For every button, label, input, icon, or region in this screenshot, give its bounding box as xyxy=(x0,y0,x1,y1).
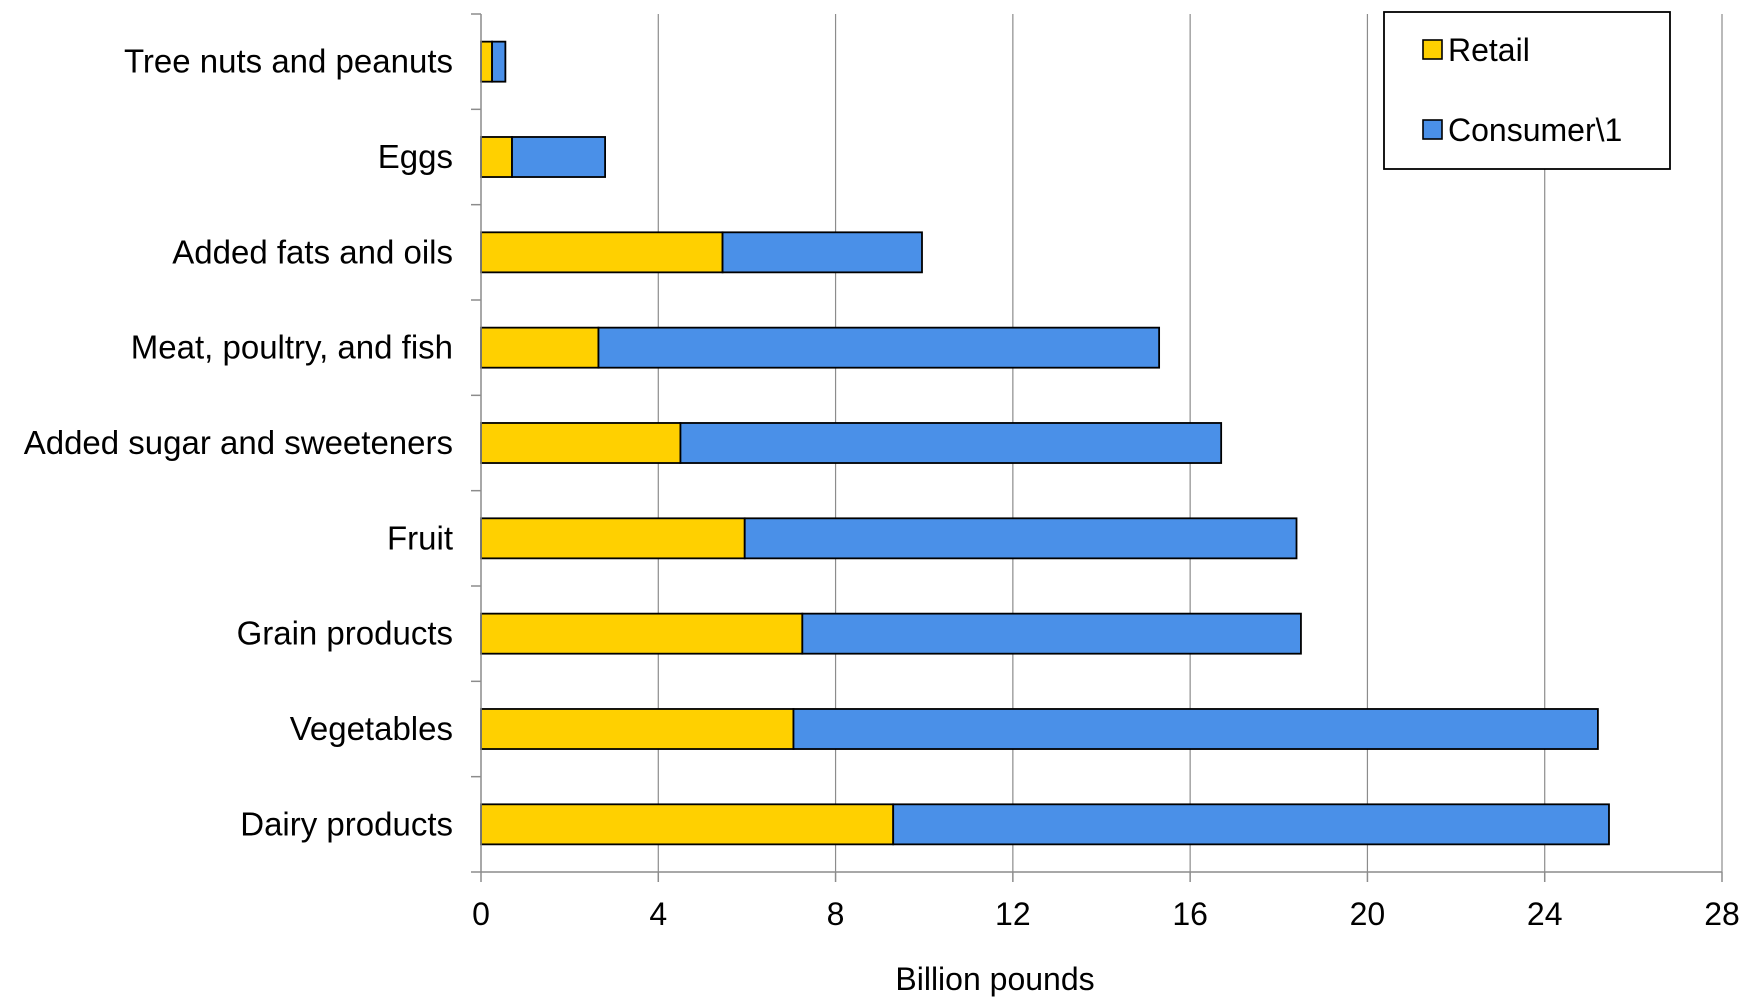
bar-segment-retail xyxy=(480,803,895,846)
axes xyxy=(471,13,1723,882)
bar-segment-consumer xyxy=(721,231,923,274)
x-axis-title: Billion pounds xyxy=(895,961,1094,997)
category-label: Added fats and oils xyxy=(172,233,453,270)
x-tick-label: 20 xyxy=(1350,896,1386,932)
bar-segment-retail xyxy=(480,708,795,750)
category-label: Meat, poultry, and fish xyxy=(131,329,453,366)
bar-segment-consumer xyxy=(511,136,607,178)
category-label: Vegetables xyxy=(290,710,453,747)
bar-segment-retail xyxy=(480,517,746,560)
bar-segment-consumer xyxy=(792,708,1599,750)
bar-segment-retail xyxy=(480,40,493,83)
x-tick-label: 28 xyxy=(1704,896,1740,932)
category-label: Tree nuts and peanuts xyxy=(124,43,453,80)
legend-box xyxy=(1383,11,1671,170)
category-label: Eggs xyxy=(378,138,453,175)
category-label: Added sugar and sweeteners xyxy=(24,424,453,461)
x-tick-label: 0 xyxy=(472,896,490,932)
bars xyxy=(480,40,1610,846)
bar-segment-retail xyxy=(480,612,804,655)
category-label: Grain products xyxy=(237,615,453,652)
category-label: Fruit xyxy=(387,519,453,556)
legend-label: Retail xyxy=(1448,32,1530,68)
bar-segment-retail xyxy=(480,231,724,274)
bar-segment-consumer xyxy=(491,40,507,83)
legend: Retail Consumer\1 xyxy=(1383,11,1671,170)
x-tick-labels: 0 4 8 12 16 20 24 28 xyxy=(472,896,1740,932)
bar-segment-consumer xyxy=(597,326,1161,369)
x-tick-label: 4 xyxy=(649,896,667,932)
x-tick-label: 16 xyxy=(1172,896,1208,932)
bar-segment-consumer xyxy=(801,612,1302,655)
bar-segment-retail xyxy=(480,136,513,178)
bar-segment-retail xyxy=(480,422,682,464)
legend-swatch xyxy=(1422,119,1443,140)
bar-segment-consumer xyxy=(892,803,1610,846)
x-tick-label: 8 xyxy=(827,896,845,932)
legend-swatch xyxy=(1422,39,1443,60)
x-tick-label: 12 xyxy=(995,896,1031,932)
bar-segment-consumer xyxy=(679,422,1223,464)
legend-label: Consumer\1 xyxy=(1448,112,1622,148)
bar-segment-consumer xyxy=(743,517,1298,560)
category-label: Dairy products xyxy=(240,805,453,842)
bar-segment-retail xyxy=(480,326,600,369)
x-tick-label: 24 xyxy=(1527,896,1563,932)
category-labels: Tree nuts and peanuts Eggs Added fats and … xyxy=(24,43,453,843)
